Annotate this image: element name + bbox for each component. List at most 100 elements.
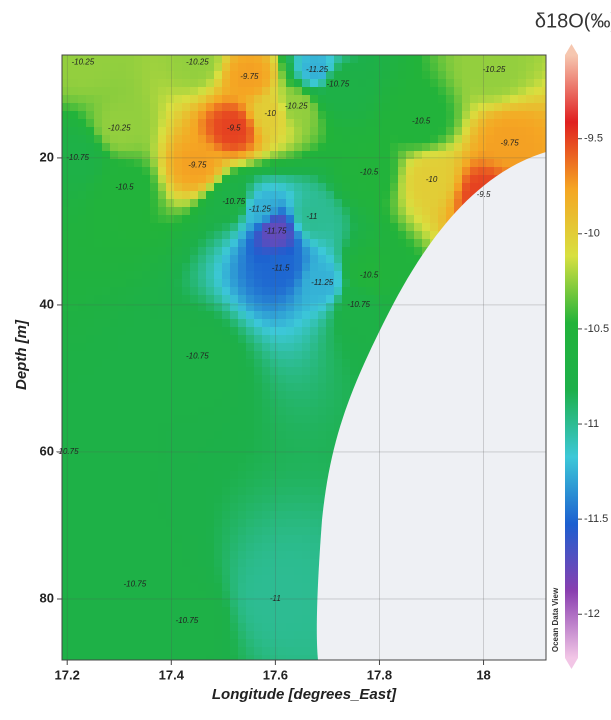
field-cell <box>78 399 87 408</box>
field-cell <box>534 55 543 64</box>
field-cell <box>278 447 287 456</box>
field-cell <box>302 447 311 456</box>
field-cell <box>270 135 279 144</box>
field-cell <box>294 95 303 104</box>
field-cell <box>246 487 255 496</box>
field-cell <box>326 87 335 96</box>
field-cell <box>390 207 399 216</box>
field-cell <box>150 167 159 176</box>
field-cell <box>430 63 439 72</box>
field-cell <box>446 111 455 120</box>
field-cell <box>262 471 271 480</box>
field-cell <box>278 567 287 576</box>
field-cell <box>110 175 119 184</box>
field-cell <box>126 183 135 192</box>
field-cell <box>494 151 503 160</box>
field-cell <box>286 543 295 552</box>
field-cell <box>230 343 239 352</box>
field-cell <box>286 191 295 200</box>
field-cell <box>134 215 143 224</box>
field-cell <box>94 551 103 560</box>
field-cell <box>150 327 159 336</box>
field-cell <box>270 407 279 416</box>
field-cell <box>278 551 287 560</box>
field-cell <box>334 119 343 128</box>
field-cell <box>190 239 199 248</box>
field-cell <box>310 223 319 232</box>
field-cell <box>150 503 159 512</box>
field-cell <box>214 303 223 312</box>
field-cell <box>286 231 295 240</box>
field-cell <box>70 399 79 408</box>
field-cell <box>382 63 391 72</box>
field-cell <box>310 535 319 544</box>
field-cell <box>102 391 111 400</box>
field-cell <box>94 375 103 384</box>
field-cell <box>94 335 103 344</box>
field-cell <box>158 647 167 656</box>
field-cell <box>182 383 191 392</box>
field-cell <box>166 455 175 464</box>
field-cell <box>262 447 271 456</box>
field-cell <box>326 367 335 376</box>
field-cell <box>334 71 343 80</box>
field-cell <box>526 151 535 160</box>
field-cell <box>294 223 303 232</box>
field-cell <box>198 271 207 280</box>
field-cell <box>174 287 183 296</box>
field-cell <box>94 279 103 288</box>
field-cell <box>222 591 231 600</box>
field-cell <box>206 543 215 552</box>
field-cell <box>286 383 295 392</box>
field-cell <box>94 351 103 360</box>
field-cell <box>214 63 223 72</box>
field-cell <box>182 575 191 584</box>
field-cell <box>222 319 231 328</box>
field-cell <box>262 263 271 272</box>
field-cell <box>94 127 103 136</box>
field-cell <box>134 575 143 584</box>
field-cell <box>374 311 383 320</box>
field-cell <box>310 343 319 352</box>
field-cell <box>294 607 303 616</box>
field-cell <box>150 79 159 88</box>
field-cell <box>366 311 375 320</box>
field-cell <box>278 119 287 128</box>
field-cell <box>126 71 135 80</box>
colorbar-tick-label: -10 <box>584 228 600 240</box>
field-cell <box>350 319 359 328</box>
field-cell <box>182 511 191 520</box>
field-cell <box>166 343 175 352</box>
field-cell <box>62 655 71 660</box>
field-cell <box>206 399 215 408</box>
field-cell <box>254 71 263 80</box>
field-cell <box>350 351 359 360</box>
field-cell <box>230 535 239 544</box>
field-cell <box>286 167 295 176</box>
field-cell <box>158 623 167 632</box>
field-cell <box>214 399 223 408</box>
field-cell <box>246 151 255 160</box>
field-cell <box>198 183 207 192</box>
field-cell <box>126 607 135 616</box>
field-cell <box>366 151 375 160</box>
field-cell <box>454 167 463 176</box>
field-cell <box>70 127 79 136</box>
field-cell <box>310 295 319 304</box>
field-cell <box>334 199 343 208</box>
field-cell <box>438 199 447 208</box>
field-cell <box>254 303 263 312</box>
field-cell <box>182 79 191 88</box>
field-cell <box>422 95 431 104</box>
field-cell <box>126 471 135 480</box>
field-cell <box>206 63 215 72</box>
field-cell <box>222 95 231 104</box>
field-cell <box>86 127 95 136</box>
field-cell <box>254 447 263 456</box>
field-cell <box>526 87 535 96</box>
field-cell <box>70 303 79 312</box>
field-cell <box>262 63 271 72</box>
field-cell <box>174 599 183 608</box>
field-cell <box>358 63 367 72</box>
field-cell <box>118 583 127 592</box>
